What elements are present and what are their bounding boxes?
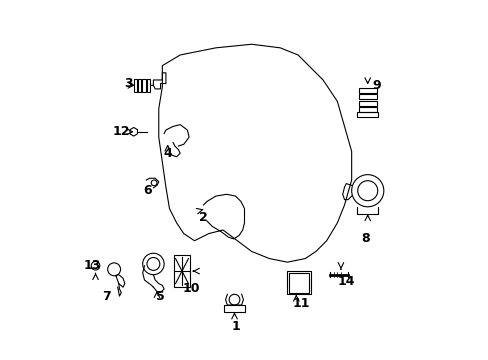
Text: 8: 8 — [361, 233, 369, 246]
Text: 7: 7 — [102, 289, 111, 303]
Text: 5: 5 — [156, 289, 164, 303]
Text: 4: 4 — [163, 147, 172, 160]
Bar — [142, 79, 145, 92]
Text: 14: 14 — [337, 275, 354, 288]
Text: 1: 1 — [231, 320, 240, 333]
Bar — [358, 101, 376, 106]
Text: 2: 2 — [199, 211, 207, 224]
Text: 6: 6 — [143, 184, 152, 197]
Text: 13: 13 — [84, 259, 101, 272]
Bar — [358, 88, 376, 93]
Bar — [134, 79, 137, 92]
Bar — [288, 273, 308, 293]
Bar — [174, 255, 189, 287]
Text: 11: 11 — [292, 297, 310, 310]
Bar — [146, 79, 149, 92]
Text: 12: 12 — [112, 125, 130, 138]
Bar — [224, 305, 244, 312]
Text: 10: 10 — [182, 283, 199, 296]
Text: 9: 9 — [371, 79, 380, 92]
Bar — [358, 107, 376, 112]
Text: 3: 3 — [124, 77, 132, 90]
Bar — [358, 94, 376, 99]
Bar — [287, 271, 310, 294]
Bar — [356, 112, 378, 117]
Bar — [138, 79, 141, 92]
